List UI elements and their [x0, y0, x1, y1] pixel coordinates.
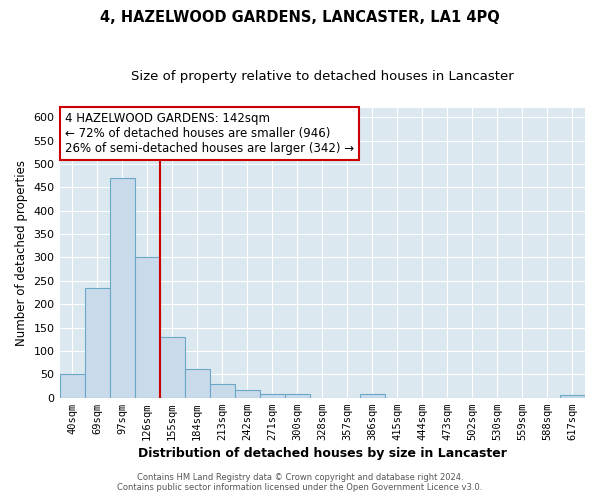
Title: Size of property relative to detached houses in Lancaster: Size of property relative to detached ho…: [131, 70, 514, 83]
Text: 4, HAZELWOOD GARDENS, LANCASTER, LA1 4PQ: 4, HAZELWOOD GARDENS, LANCASTER, LA1 4PQ: [100, 10, 500, 25]
Bar: [59, 374, 85, 398]
Bar: [285, 394, 310, 398]
Bar: [235, 390, 260, 398]
Text: 4 HAZELWOOD GARDENS: 142sqm
← 72% of detached houses are smaller (946)
26% of se: 4 HAZELWOOD GARDENS: 142sqm ← 72% of det…: [65, 112, 354, 155]
Text: Contains HM Land Registry data © Crown copyright and database right 2024.
Contai: Contains HM Land Registry data © Crown c…: [118, 473, 482, 492]
Bar: [360, 394, 385, 398]
Bar: [209, 384, 235, 398]
Bar: [260, 394, 285, 398]
Bar: [560, 396, 585, 398]
Bar: [134, 258, 160, 398]
Bar: [185, 368, 209, 398]
Bar: [160, 337, 185, 398]
Bar: [110, 178, 134, 398]
Bar: [85, 288, 110, 398]
Y-axis label: Number of detached properties: Number of detached properties: [15, 160, 28, 346]
X-axis label: Distribution of detached houses by size in Lancaster: Distribution of detached houses by size …: [138, 447, 507, 460]
